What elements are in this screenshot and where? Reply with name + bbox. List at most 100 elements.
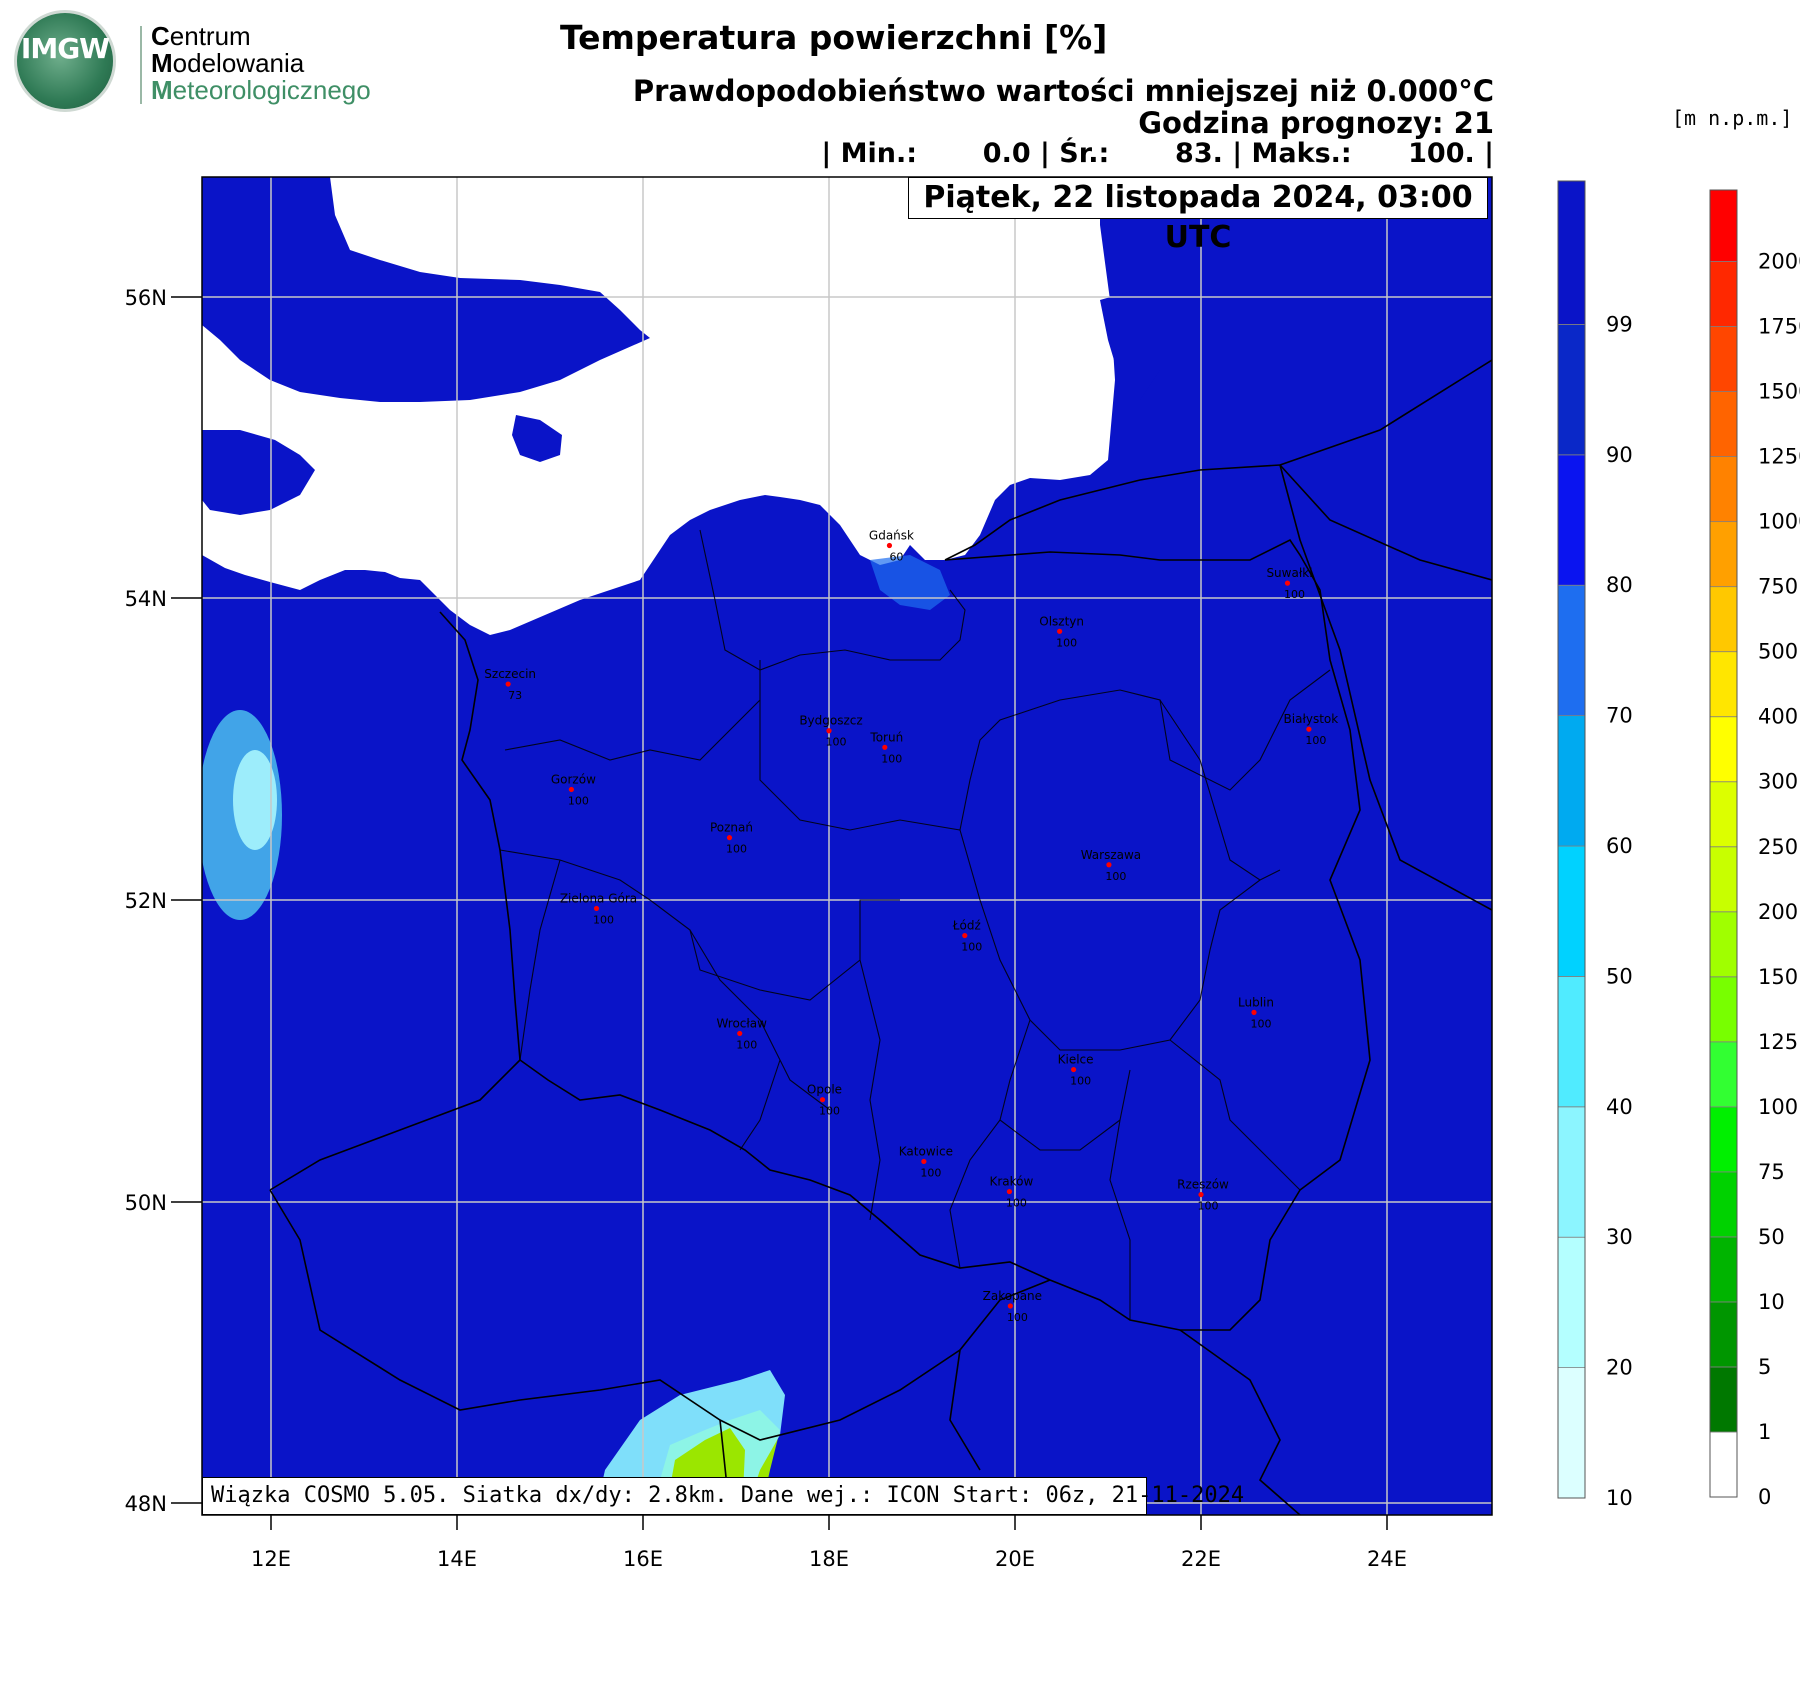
prob-tick-8: 90 — [1606, 443, 1633, 467]
org-name-line2: Modelowania — [151, 48, 305, 78]
org-name-line3: Meteorologicznego — [151, 75, 371, 105]
city-dot — [826, 728, 832, 734]
city-value: 100 — [1007, 1311, 1028, 1324]
height-swatch-0 — [1709, 1431, 1738, 1498]
height-swatch-3 — [1709, 1236, 1738, 1303]
city-dot — [505, 681, 511, 687]
height-tick-4: 50 — [1758, 1225, 1785, 1249]
city-value: 100 — [1070, 1075, 1091, 1088]
height-tick-12: 400 — [1758, 705, 1798, 729]
city-name: Białystok — [1284, 712, 1339, 726]
city-name: Gorzów — [551, 772, 596, 786]
map-frame — [201, 176, 1493, 1516]
lon-label-14e: 14E — [437, 1547, 477, 1571]
city-value: 100 — [1198, 1200, 1219, 1213]
prob-tick-4: 50 — [1606, 964, 1633, 988]
voivodeship-borders — [499, 529, 1331, 1320]
height-swatch-4 — [1709, 1171, 1738, 1238]
gotland — [1100, 290, 1170, 400]
city-name: Olsztyn — [1039, 614, 1084, 628]
city-5: Toruń 100 — [869, 730, 903, 765]
city-value: 100 — [1284, 588, 1305, 601]
height-tick-6: 100 — [1758, 1095, 1798, 1119]
city-value: 100 — [1056, 636, 1077, 649]
city-dot — [1306, 726, 1312, 732]
city-name: Wrocław — [716, 1016, 767, 1030]
city-dot — [1251, 1009, 1257, 1015]
lon-label-24e: 24E — [1367, 1547, 1407, 1571]
height-tick-9: 200 — [1758, 900, 1798, 924]
city-name: Łódź — [952, 919, 981, 933]
city-name: Bydgoszcz — [799, 714, 862, 728]
city-19: Zakopane 100 — [983, 1289, 1042, 1324]
city-name: Gdańsk — [869, 528, 914, 542]
city-value: 100 — [568, 794, 589, 807]
lon-labels: 12E 14E 16E 18E 20E 22E 24E — [251, 1547, 1407, 1571]
city-name: Suwałki — [1266, 566, 1312, 580]
logo-divider — [140, 26, 142, 104]
prob-tick-5: 60 — [1606, 834, 1633, 858]
city-value: 100 — [961, 941, 982, 954]
lon-label-16e: 16E — [623, 1547, 663, 1571]
city-dot — [737, 1030, 743, 1037]
city-18: Rzeszów 100 — [1177, 1178, 1229, 1213]
city-name: Zielona Góra — [560, 891, 637, 905]
prob-tick-6: 70 — [1606, 704, 1633, 728]
height-tick-19: 2000 — [1758, 250, 1800, 274]
city-dot — [819, 1097, 826, 1103]
city-value: 100 — [593, 913, 614, 926]
prob-swatch-0 — [1557, 1367, 1586, 1499]
height-swatch-14 — [1709, 521, 1738, 588]
city-value: 100 — [1006, 1197, 1027, 1210]
height-swatch-11 — [1709, 716, 1738, 783]
org-name-line1: Centrum — [151, 21, 251, 51]
city-name: Kielce — [1058, 1053, 1094, 1067]
height-swatch-7 — [1709, 976, 1738, 1043]
city-2: Olsztyn 100 — [1039, 614, 1084, 649]
height-unit-label: [m n.p.m.] — [1672, 106, 1793, 130]
city-dot — [882, 744, 888, 750]
height-tick-11: 300 — [1758, 770, 1798, 794]
height-swatch-13 — [1709, 586, 1738, 653]
lat-labels: 56N 54N 52N 50N 48N — [125, 286, 167, 1516]
height-swatch-17 — [1709, 326, 1738, 392]
lon-label-20e: 20E — [995, 1547, 1035, 1571]
city-dot — [1198, 1191, 1204, 1198]
city-value: 100 — [726, 843, 747, 856]
height-tick-13: 500 — [1758, 640, 1798, 664]
prob-tick-9: 99 — [1606, 312, 1633, 336]
city-dot — [1007, 1303, 1013, 1309]
city-value: 100 — [1305, 734, 1326, 747]
prob-tick-3: 40 — [1606, 1095, 1633, 1119]
city-name: Katowice — [899, 1144, 953, 1158]
city-16: Katowice 100 — [899, 1144, 953, 1179]
city-value: 100 — [736, 1038, 757, 1051]
country-borders — [269, 359, 1492, 1515]
height-tick-3: 10 — [1758, 1290, 1785, 1314]
city-value: 100 — [819, 1105, 840, 1118]
city-name: Opole — [807, 1083, 842, 1097]
stats-line: | Min.: 0.0 | Śr.: 83. | Maks.: 100. | — [821, 138, 1494, 169]
prob-swatch-1 — [1557, 1236, 1586, 1369]
city-6: Białystok 100 — [1284, 712, 1339, 747]
height-swatch-9 — [1709, 846, 1738, 913]
height-swatch-8 — [1709, 911, 1738, 978]
city-value: 60 — [889, 550, 903, 563]
city-dot — [1106, 862, 1112, 868]
height-swatch-16 — [1709, 391, 1738, 458]
lat-label-50n: 50N — [125, 1191, 167, 1215]
city-value: 100 — [1105, 870, 1126, 883]
lat-label-52n: 52N — [125, 889, 167, 913]
height-swatch-2 — [1709, 1301, 1738, 1368]
city-10: Zielona Góra 100 — [560, 891, 637, 926]
height-tick-15: 1000 — [1758, 510, 1800, 534]
height-swatch-19 — [1709, 189, 1738, 262]
light-patch-west-core — [233, 750, 277, 850]
height-tick-1: 1 — [1758, 1420, 1771, 1444]
city-dot — [1284, 580, 1291, 586]
city-11: Łódź 100 — [952, 919, 983, 954]
city-value: 100 — [920, 1166, 941, 1179]
prob-swatch-9 — [1557, 180, 1586, 325]
city-17: Kraków 100 — [989, 1175, 1033, 1210]
